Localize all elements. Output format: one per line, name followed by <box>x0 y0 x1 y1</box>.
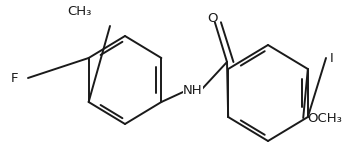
Text: OCH₃: OCH₃ <box>307 112 342 124</box>
Text: CH₃: CH₃ <box>68 5 92 18</box>
Text: F: F <box>10 71 18 85</box>
Text: O: O <box>207 12 217 24</box>
Text: I: I <box>330 52 333 64</box>
Text: NH: NH <box>183 85 203 97</box>
